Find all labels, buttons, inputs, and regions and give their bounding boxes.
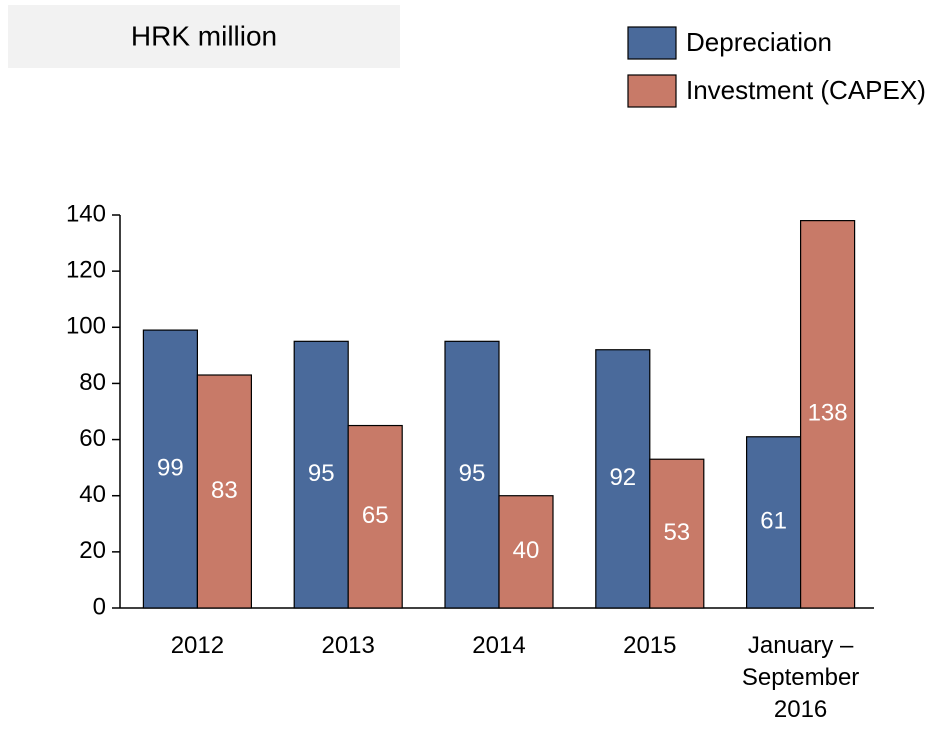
y-tick-label: 120 <box>66 256 106 283</box>
bar <box>347 424 403 609</box>
y-tick-label: 0 <box>93 593 106 620</box>
legend-label: Investment (CAPEX) <box>686 75 926 105</box>
y-tick-label: 80 <box>79 369 106 396</box>
y-tick-label: 40 <box>79 481 106 508</box>
chart-title: HRK million <box>131 20 277 51</box>
title-box <box>8 5 400 68</box>
data-label: 99 <box>157 454 184 481</box>
bar <box>142 329 198 609</box>
data-label: 53 <box>663 519 690 546</box>
y-tick-label: 60 <box>79 425 106 452</box>
x-tick-label: 2013 <box>321 632 375 659</box>
legend-swatch <box>627 74 677 108</box>
data-label: 95 <box>308 460 335 487</box>
y-tick-label: 20 <box>79 537 106 564</box>
y-tick-label: 140 <box>66 200 106 227</box>
bar <box>649 458 705 609</box>
data-label: 138 <box>808 400 848 427</box>
bar <box>498 495 554 609</box>
bar <box>799 220 856 609</box>
x-tick-label: January – September 2016 <box>741 632 860 723</box>
bar <box>595 349 651 609</box>
x-tick-label: 2014 <box>472 632 526 659</box>
data-label: 61 <box>760 508 787 535</box>
data-label: 83 <box>211 477 238 504</box>
x-tick-label: 2012 <box>170 632 225 659</box>
data-label: 65 <box>362 502 389 529</box>
x-tick-label: 2015 <box>623 632 677 659</box>
bar <box>196 374 252 609</box>
legend-label: Depreciation <box>686 27 832 57</box>
legend-swatch <box>627 26 677 60</box>
y-tick-label: 100 <box>66 313 106 340</box>
bar <box>745 436 802 609</box>
bar <box>293 340 349 609</box>
data-label: 40 <box>513 537 540 564</box>
bar <box>444 340 500 609</box>
data-label: 95 <box>459 460 486 487</box>
data-label: 92 <box>609 464 636 491</box>
